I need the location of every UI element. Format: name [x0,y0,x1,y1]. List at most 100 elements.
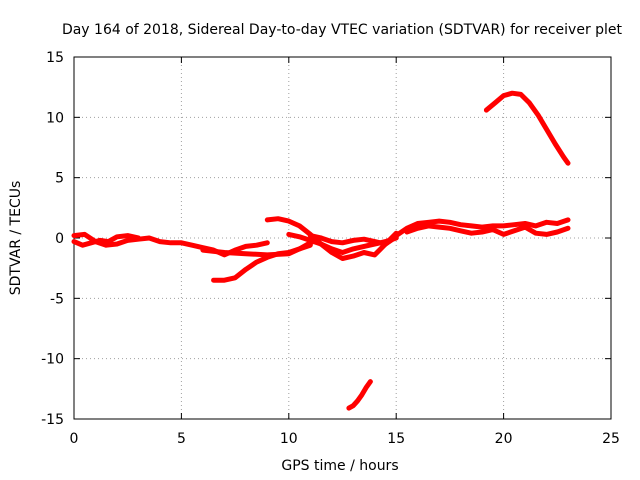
data-point [479,224,485,230]
data-point [359,392,364,398]
data-point [361,250,367,255]
data-point [492,100,498,106]
data-point [426,223,431,229]
data-point [361,237,367,242]
data-point [522,224,528,230]
data-point [329,239,334,244]
data-point [555,229,560,235]
data-point [189,243,195,248]
data-point [340,240,345,245]
y-tick-label: 10 [46,110,64,126]
x-tick-label: 20 [495,431,513,447]
data-point [527,100,532,106]
data-point [363,385,369,390]
data-point [308,238,313,243]
data-point [89,240,94,245]
y-tick-label: -15 [41,412,64,428]
data-point [222,250,227,255]
data-point [351,238,356,243]
data-point [501,223,506,229]
y-tick-label: -10 [41,352,64,368]
data-point [372,239,377,244]
x-tick-label: 10 [280,431,298,447]
data-point [490,227,496,232]
data-point [82,232,87,237]
x-tick-label: 0 [70,431,79,447]
data-point [254,243,259,248]
data-point [447,220,453,225]
data-point [415,226,420,231]
data-point [351,246,356,252]
series-arc-j [483,90,571,166]
data-point [80,243,85,248]
data-point [104,243,109,248]
data-point [222,278,227,283]
data-point [415,221,420,226]
data-point [479,229,485,235]
data-point [372,252,377,258]
data-point [265,252,270,258]
data-point [501,232,506,237]
data-point [544,127,549,132]
data-point [361,244,367,249]
y-tick-label: 15 [46,50,64,66]
data-point [565,217,571,223]
axis-ticks: 0 5 10 15 20 25 -15 -10 -5 0 5 10 15 [41,50,620,447]
data-point [490,223,496,229]
data-point [114,241,120,247]
y-tick-label: 0 [55,231,64,247]
data-point [318,241,324,247]
data-point [512,228,517,233]
data-point [106,239,111,244]
data-point [535,112,541,118]
data-point [286,218,291,224]
data-point [286,232,291,237]
data-point [437,218,442,224]
data-point [71,233,77,238]
data-point [555,221,560,226]
data-point [179,240,184,245]
data-point [458,228,463,233]
data-point [404,229,410,235]
data-point [510,91,515,96]
data-point [125,233,130,238]
data-point [318,235,324,241]
data-point [71,239,77,244]
data-point [355,398,360,404]
data-point [544,232,549,237]
data-point [458,222,463,227]
data-point [426,220,431,225]
data-point [286,251,291,256]
x-tick-label: 5 [177,431,186,447]
data-point [211,278,216,283]
data-point [340,256,345,261]
data-point [565,161,571,166]
data-point [329,246,334,252]
data-point [394,233,399,238]
data-point [265,240,270,245]
data-point [447,226,453,231]
data-point [437,224,442,230]
data-point [501,93,506,98]
data-point [275,216,281,221]
data-point [340,250,345,255]
data-point [469,231,474,236]
data-point [97,238,103,243]
data-point [297,234,302,239]
data-point [533,231,538,236]
data-point [368,379,373,384]
data-point [243,267,248,272]
x-axis-label: GPS time / hours [281,458,398,474]
x-tick-label: 15 [387,431,405,447]
data-point [114,234,120,239]
data-point [125,238,130,243]
data-point [168,240,173,245]
data-point [308,233,313,238]
data-point [383,241,388,247]
data-point [254,259,259,265]
series-arc-i [404,223,571,237]
data-point [469,223,474,229]
data-point [533,223,538,229]
data-point [351,403,356,408]
